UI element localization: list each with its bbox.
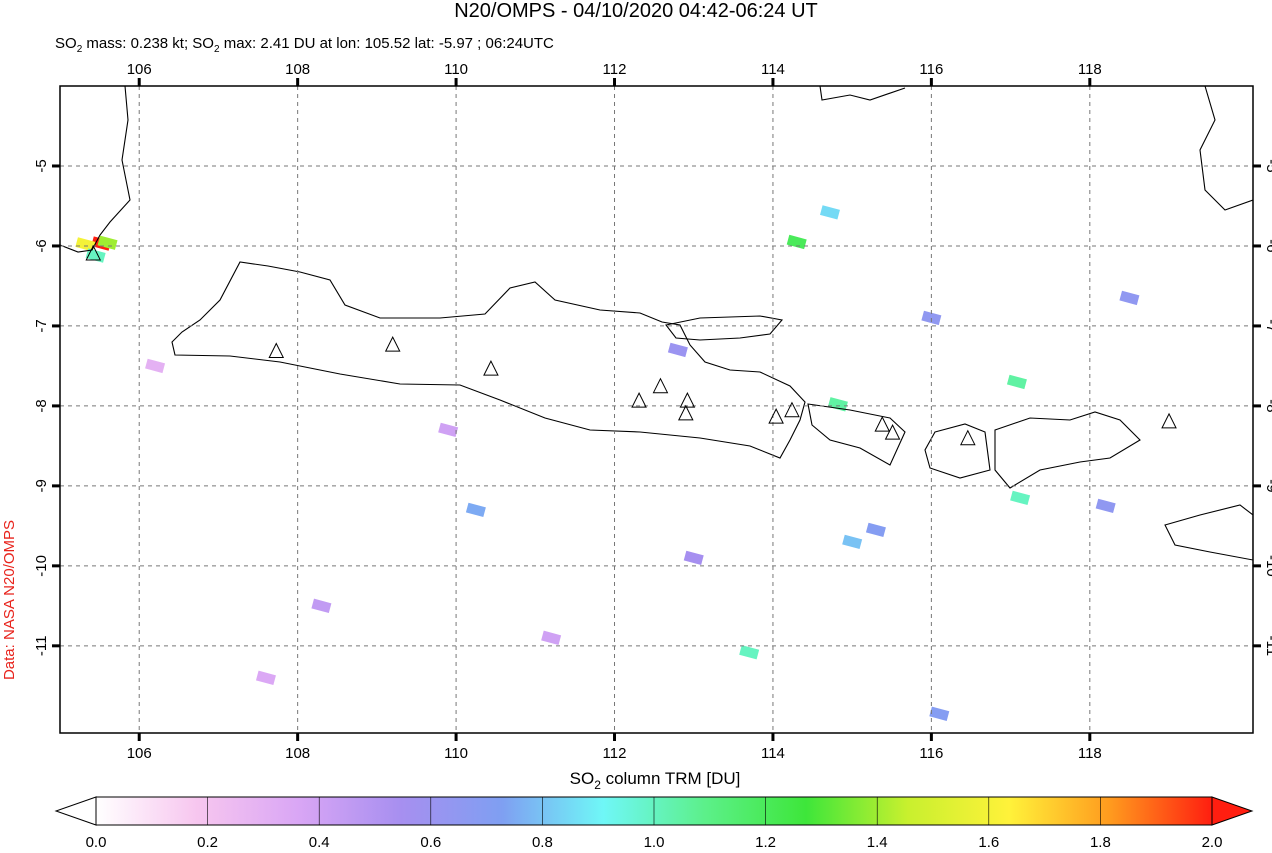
colorbar-label: SO2 column TRM [DU] [570, 769, 741, 792]
colorbar-tick-label: 1.6 [978, 834, 999, 851]
grid-layer: 106 106 108 108 110 110 112 112 114 114 116 116 118 1… [33, 61, 1272, 762]
x-tick-label-top: 110 [444, 61, 468, 78]
colorbar-tick-label: 0.0 [86, 834, 107, 851]
volcano [678, 404, 694, 421]
so2-pixel [255, 670, 276, 685]
y-tick-label-right: -5 [1263, 159, 1272, 172]
volcano [874, 415, 891, 432]
x-tick-label-top: 118 [1078, 61, 1102, 78]
x-tick-label-bottom: 108 [285, 745, 310, 762]
colorbar-tick-label: 0.4 [309, 834, 330, 851]
y-tick-label-left: -7 [33, 319, 50, 332]
coast-sumba [1164, 504, 1253, 561]
coast-bali [807, 403, 906, 466]
volcano [85, 244, 102, 261]
so2-pixel [1119, 290, 1140, 306]
y-tick-label-right: -9 [1263, 479, 1272, 492]
x-tick-label-top: 106 [127, 61, 152, 78]
so2-pixel [921, 310, 942, 326]
coast-java [171, 261, 806, 459]
x-tick-label-top: 114 [761, 61, 785, 78]
pixel-layer [75, 205, 1140, 721]
so2-pixel [739, 645, 760, 660]
so2-pixel [1006, 374, 1027, 390]
coastlines [60, 86, 1253, 561]
x-tick-label-bottom: 114 [761, 745, 785, 762]
colorbar-tick-label: 0.6 [420, 834, 441, 851]
colorbar: 0.0 0.2 0.4 0.6 0.8 1.0 1.2 1.4 1.6 1.8 2.0 [54, 796, 1254, 851]
colorbar-low-extend [54, 796, 97, 826]
so2-pixel [865, 522, 886, 538]
volcano [960, 429, 976, 446]
coast-lombok [924, 423, 991, 479]
y-tick-label-left: -10 [33, 555, 50, 577]
x-tick-label-top: 108 [285, 61, 310, 78]
volcano [268, 342, 285, 359]
coast-sulawesi [1199, 86, 1253, 211]
so2-pixel [667, 342, 688, 358]
volcano [631, 391, 647, 408]
coast-sumatra [60, 86, 131, 253]
y-tick-label-left: -9 [33, 479, 50, 492]
credit: Data: NASA N20/OMPS [1, 520, 18, 680]
x-tick-label-bottom: 106 [127, 745, 152, 762]
colorbar-tick-label: 1.0 [644, 834, 665, 851]
x-tick-label-bottom: 112 [603, 745, 627, 762]
so2-pixel [1010, 490, 1031, 506]
volcano [679, 391, 696, 408]
coast-borneo [819, 86, 906, 101]
volcano-layer [85, 244, 1177, 446]
x-tick-label-top: 112 [603, 61, 627, 78]
subtitle: SO2 mass: 0.238 kt; SO2 max: 2.41 DU at … [55, 35, 554, 55]
map-frame [59, 85, 1254, 734]
so2-pixel [929, 706, 950, 721]
colorbar-tick-label: 1.2 [755, 834, 776, 851]
y-tick-label-left: -5 [33, 159, 50, 172]
y-tick-label-right: -7 [1263, 319, 1272, 332]
so2-pixel [311, 598, 332, 613]
colorbar-tick-label: 0.2 [197, 834, 218, 851]
volcano [1161, 412, 1177, 429]
y-tick-label-right: -6 [1263, 239, 1272, 252]
x-tick-label-bottom: 118 [1078, 745, 1102, 762]
coast-madura [665, 315, 784, 341]
so2-pixel [1095, 498, 1116, 514]
y-tick-label-right: -11 [1263, 636, 1272, 657]
colorbar-tick-label: 1.8 [1090, 834, 1111, 851]
volcano [768, 407, 784, 424]
title: N20/OMPS - 04/10/2020 04:42-06:24 UT [454, 0, 818, 22]
so2-pixel [683, 550, 704, 566]
colorbar-tick-label: 0.8 [532, 834, 553, 851]
volcano [884, 423, 901, 440]
so2-pixel [842, 534, 863, 550]
volcano [784, 401, 800, 418]
volcano [652, 377, 669, 394]
y-tick-label-left: -11 [33, 636, 50, 657]
so2-pixel [75, 237, 96, 252]
so2-pixel [541, 630, 562, 645]
so2-pixel [819, 205, 840, 220]
x-tick-label-bottom: 116 [919, 745, 943, 762]
so2-pixel [465, 502, 486, 518]
y-tick-label-right: -8 [1263, 399, 1272, 412]
y-tick-label-right: -10 [1263, 555, 1272, 577]
volcano [384, 336, 401, 352]
y-tick-label-left: -6 [33, 239, 50, 252]
volcano [483, 359, 499, 376]
coast-sumbawa [994, 411, 1141, 489]
colorbar-high-extend [1211, 796, 1254, 826]
colorbar-tick-label: 1.4 [867, 834, 888, 851]
x-tick-label-bottom: 110 [444, 745, 468, 762]
x-tick-label-top: 116 [919, 61, 943, 78]
so2-pixel [145, 358, 166, 374]
y-tick-label-left: -8 [33, 399, 50, 412]
so2-pixel [438, 422, 459, 438]
colorbar-tick-label: 2.0 [1202, 834, 1223, 851]
so2-pixel [786, 234, 807, 250]
